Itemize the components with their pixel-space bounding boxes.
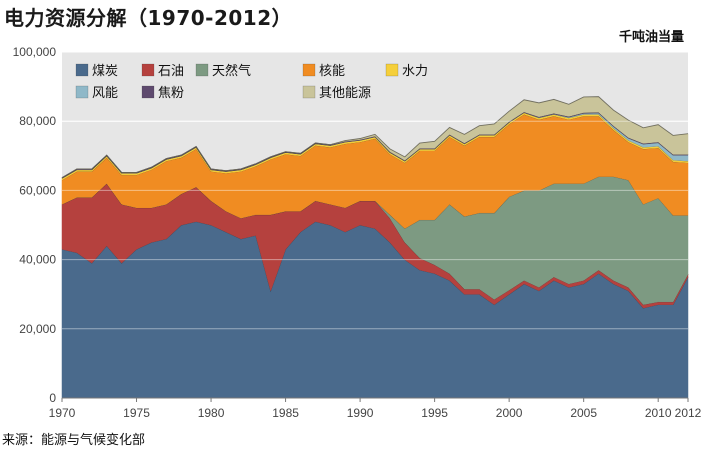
areas: [61, 96, 689, 399]
y-tick-label: 20,000: [19, 322, 56, 336]
legend-label: 水力: [402, 64, 428, 79]
y-tick-label: 0: [49, 391, 56, 405]
legend-label: 天然气: [212, 63, 251, 79]
x-tick-label: 1975: [123, 406, 150, 420]
x-tick-label: 2010: [645, 406, 672, 420]
legend-swatch: [75, 63, 89, 77]
y-tick-label: 100,000: [13, 45, 57, 59]
source-note: 来源：能源与气候变化部: [2, 433, 146, 448]
legend-swatch: [75, 85, 89, 99]
unit-label: 千吨油当量: [618, 30, 684, 45]
legend-label: 煤炭: [92, 64, 118, 79]
y-tick-label: 80,000: [19, 114, 56, 128]
x-tick-label: 1990: [347, 406, 374, 420]
x-tick-label: 1970: [49, 406, 76, 420]
legend-label: 核能: [319, 64, 345, 79]
x-tick-label: 1980: [198, 406, 225, 420]
legend-label: 风能: [92, 86, 118, 101]
y-tick-label: 40,000: [19, 253, 56, 267]
x-tick-label: 2000: [496, 406, 523, 420]
series-edge-7: [61, 96, 689, 178]
legend-swatch: [385, 63, 399, 77]
legend-label: 焦粉: [158, 86, 184, 101]
x-tick-label: 2012: [675, 406, 702, 420]
x-tick-label: 1985: [272, 406, 299, 420]
x-tick-label: 2005: [570, 406, 597, 420]
legend-swatch: [302, 63, 316, 77]
y-tick-label: 60,000: [19, 183, 56, 197]
legend-swatch: [141, 63, 155, 77]
legend-label: 其他能源: [319, 86, 371, 101]
x-tick-label: 1995: [421, 406, 448, 420]
legend-swatch: [195, 63, 209, 77]
legend-swatch: [141, 85, 155, 99]
legend-label: 石油: [158, 64, 184, 79]
legend-swatch: [302, 85, 316, 99]
chart-title: 电力资源分解（1970-2012）: [4, 6, 293, 30]
